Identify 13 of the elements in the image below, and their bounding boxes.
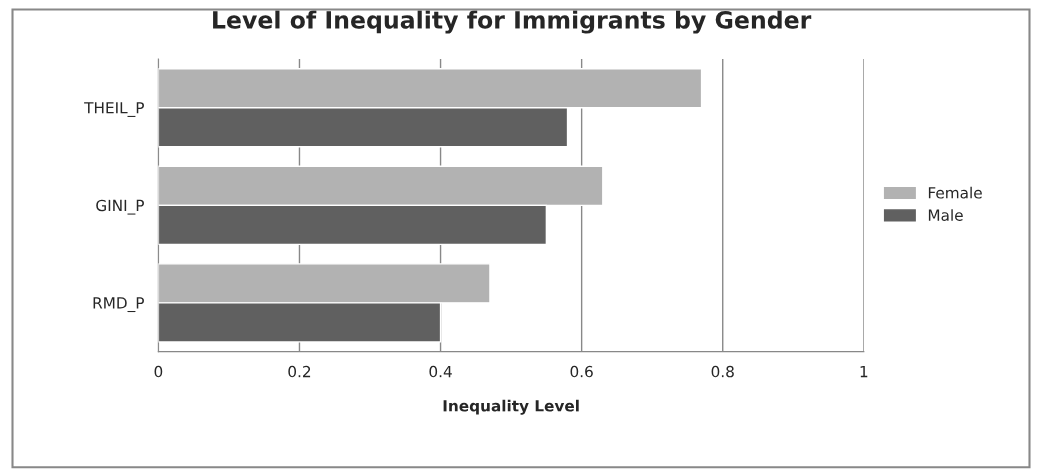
- legend-label: Male: [928, 209, 963, 221]
- y-tick-label: THEIL_P: [84, 102, 144, 117]
- x-tick-label: 0: [154, 365, 163, 378]
- x-tick-label: 0.2: [288, 365, 311, 378]
- x-tick-label: 1: [860, 366, 868, 378]
- x-tick-label: 0.6: [570, 365, 593, 378]
- y-tick-label: GINI_P: [96, 199, 144, 215]
- chart-title: Level of Inequality for Immigrants by Gender: [213, 10, 812, 34]
- x-axis-title: Inequality Level: [443, 399, 579, 415]
- y-tick-label: RMD_P: [93, 297, 144, 313]
- x-tick-label: 0.8: [711, 365, 734, 378]
- legend-label: Female: [928, 186, 982, 199]
- x-tick-label: 0.4: [429, 365, 452, 378]
